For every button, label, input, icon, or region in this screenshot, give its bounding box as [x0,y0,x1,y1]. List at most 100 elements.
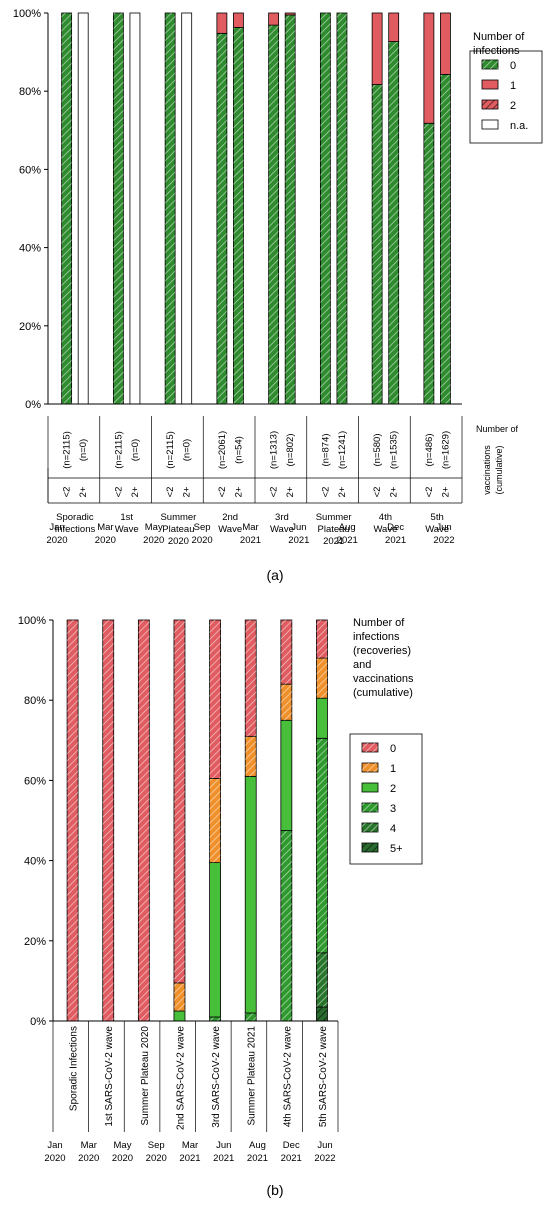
bar-b-5plus-hatch [316,1006,328,1021]
group-label-a: Sporadic Infections [55,512,96,535]
n-label: (n=486) [424,433,435,466]
bar-b-2 [280,719,293,831]
category-label-b: 5th SARS-CoV-2 wave [318,1026,329,1128]
bar-a-inf1 [284,12,296,16]
bar-a-inf1 [388,12,400,42]
bar-b-1-hatch [280,684,292,721]
vacc-label: <2 [424,487,435,498]
legend-swatch-b-hatch [362,743,378,752]
legend-label-a: 0 [510,60,516,72]
date-label-a: Sep 2020 [192,522,213,546]
n-label: (n=0) [78,439,89,461]
date-label-a: Jun 2021 [288,522,309,546]
date-label-a: Dec 2021 [385,522,406,546]
bar-a-inf0-hatch [440,74,451,405]
legend-title-a: Number of infections [473,31,525,57]
row-label-a-line: (cumulative) [494,445,504,494]
bar-b-0-hatch [316,620,328,659]
legend-swatch-a [481,119,499,130]
legend-swatch-a-hatch [482,100,498,109]
n-label: (n=2115) [62,431,73,469]
chart-a: 0% 20% 40% 60% 80% 100% (n=2115) <2 (n=0) 2+ Spora… [13,8,543,547]
legend-swatch-a [481,79,499,90]
group-label-a: Summer Plateau 2020 [160,512,196,547]
bar-b-0-hatch [280,620,292,685]
bar-a-inf0-hatch [423,123,434,405]
bar-a-inf1 [233,12,244,28]
category-label-b: Summer Plateau 2021 [247,1026,258,1126]
bar-a-na [181,12,193,405]
n-label: (n=802) [285,433,296,466]
bar-a-inf0-hatch [165,13,176,404]
n-label: (n=54) [233,436,244,464]
bar-a-inf0-hatch [113,13,124,404]
legend-label-b: 1 [390,763,396,775]
n-label: (n=1241) [337,431,348,469]
legend-label-a: 1 [510,80,516,92]
category-label-b: Summer Plateau 2020 [140,1026,151,1126]
bar-b-1-hatch [245,736,257,777]
vacc-label: 2+ [337,486,348,497]
legend-label-b: 3 [390,803,396,815]
legend-swatch-b [361,782,379,793]
y-tick-label-a: 20% [19,321,41,333]
y-tick-label-a: 80% [19,86,41,98]
legend-swatch-a-hatch [482,60,498,69]
date-label-b: Dec 2021 [281,1140,302,1164]
vacc-label: <2 [165,487,176,498]
date-label-a: Jun 2022 [433,522,454,546]
legend-label-b: 0 [390,743,396,755]
n-label: (n=874) [320,433,331,466]
chart-b: 0% 20% 40% 60% 80% 100% Sporadic Infections 1st… [18,615,423,1164]
bar-b-1-hatch [316,658,328,699]
bar-b-4-hatch [316,952,328,1007]
bar-b-2 [316,697,328,739]
legend-box-a [469,50,543,144]
bar-b-3-hatch [245,1012,257,1021]
legend-swatch-b-hatch [362,803,378,812]
bar-a-inf0-hatch [388,41,399,404]
date-label-b: Jun 2021 [213,1140,234,1164]
y-tick-label-a: 100% [13,8,41,20]
n-label: (n=2115) [165,431,176,469]
date-label-b: Sep 2020 [146,1140,167,1164]
legend-label-b: 5+ [390,843,403,855]
legend-swatch-b-hatch [362,843,378,852]
panel-label-a: (a) [266,567,283,583]
y-tick-label-b: 0% [30,1016,46,1028]
vacc-label: 2+ [440,486,451,497]
vacc-label: <2 [372,487,383,498]
date-label-a: Jan 2020 [46,522,67,546]
bar-a-inf1 [440,12,451,75]
category-label-b: 4th SARS-CoV-2 wave [282,1026,293,1128]
group-label-a: 5th Wave [425,512,449,535]
n-label: (n=2115) [113,431,124,469]
y-tick-label-b: 60% [24,775,46,787]
date-label-a: Mar 2020 [95,522,116,546]
date-label-b: Aug 2021 [247,1140,268,1164]
row-label-a: Number of [476,424,519,434]
vacc-label: 2+ [182,486,193,497]
category-label-b: 2nd SARS-CoV-2 wave [175,1026,186,1130]
vacc-label: <2 [217,487,228,498]
y-tick-label-a: 60% [19,164,41,176]
y-tick-label-b: 100% [18,615,46,627]
n-label: (n=0) [130,439,141,461]
n-label: (n=0) [182,439,193,461]
n-label: (n=1535) [389,431,400,469]
vacc-label: 2+ [78,486,89,497]
y-tick-label-b: 80% [24,695,46,707]
bar-b-0-hatch [102,620,114,1021]
bar-a-inf0-hatch [285,14,296,405]
date-label-b: Mar 2021 [179,1140,200,1164]
vacc-label: <2 [320,487,331,498]
n-label: (n=1629) [440,431,451,469]
bar-b-0-hatch [138,620,150,1021]
vacc-label: <2 [113,487,124,498]
bar-a-inf0-hatch [336,13,347,404]
legend-label-b: 4 [390,823,396,835]
bar-b-0-hatch [67,620,79,1021]
legend-swatch-b-hatch [362,823,378,832]
bar-b-2 [244,775,257,1014]
